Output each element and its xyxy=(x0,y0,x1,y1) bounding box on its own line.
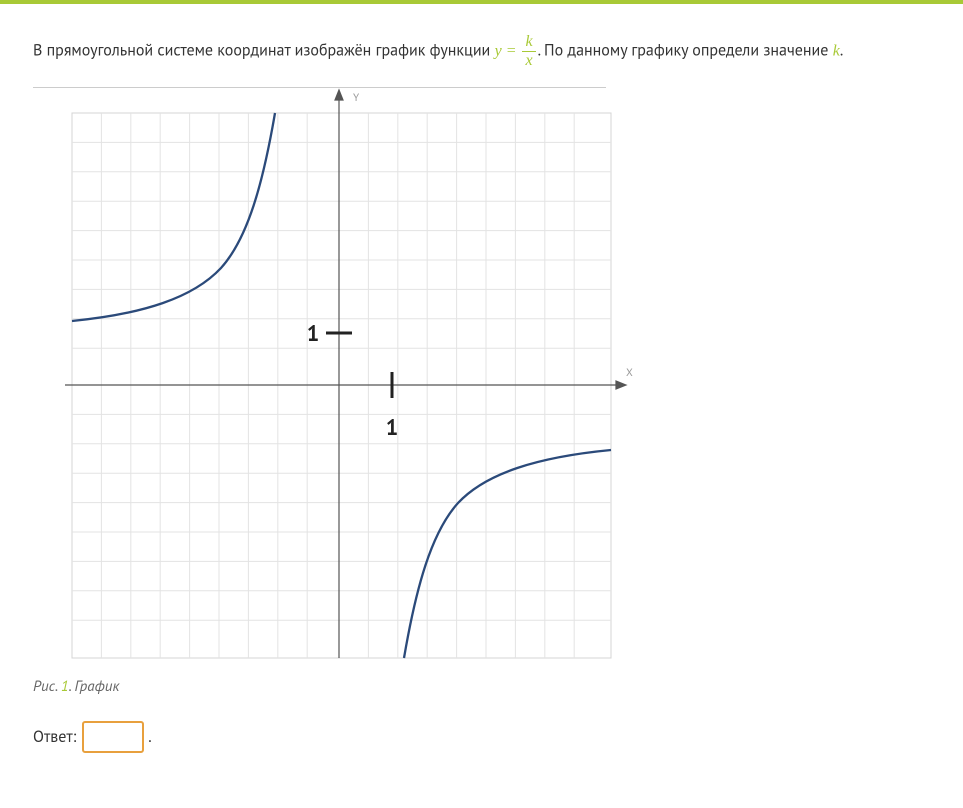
figure-caption: Рис. 1. График xyxy=(33,677,930,696)
y-axis-label: Y xyxy=(353,91,360,105)
problem-text-1: В прямоугольной системе координат изобра… xyxy=(33,41,495,61)
fraction: kx xyxy=(522,34,535,69)
answer-row: Ответ: . xyxy=(33,721,930,753)
eq-op: = xyxy=(502,43,521,60)
hyperbola-chart: 1 1 Y X xyxy=(33,88,633,662)
fraction-denominator: x xyxy=(522,52,535,69)
x-axis-label: X xyxy=(626,366,633,380)
var-k: k xyxy=(833,43,840,60)
fraction-numerator: k xyxy=(522,34,535,52)
problem-text-3: . xyxy=(840,41,843,61)
answer-period: . xyxy=(148,727,151,747)
answer-label: Ответ: xyxy=(33,727,76,747)
y-tick-1-label: 1 xyxy=(307,320,319,348)
caption-prefix: Рис. xyxy=(33,677,61,696)
eq-lhs: y xyxy=(495,43,502,60)
problem-text-2: . По данному графику определи значение xyxy=(538,41,833,61)
x-tick-1-label: 1 xyxy=(386,414,398,442)
content-area: В прямоугольной системе координат изобра… xyxy=(0,4,963,783)
answer-input[interactable] xyxy=(82,721,144,753)
caption-number: 1 xyxy=(61,677,69,696)
problem-statement: В прямоугольной системе координат изобра… xyxy=(33,34,930,69)
caption-suffix: . График xyxy=(69,677,120,696)
